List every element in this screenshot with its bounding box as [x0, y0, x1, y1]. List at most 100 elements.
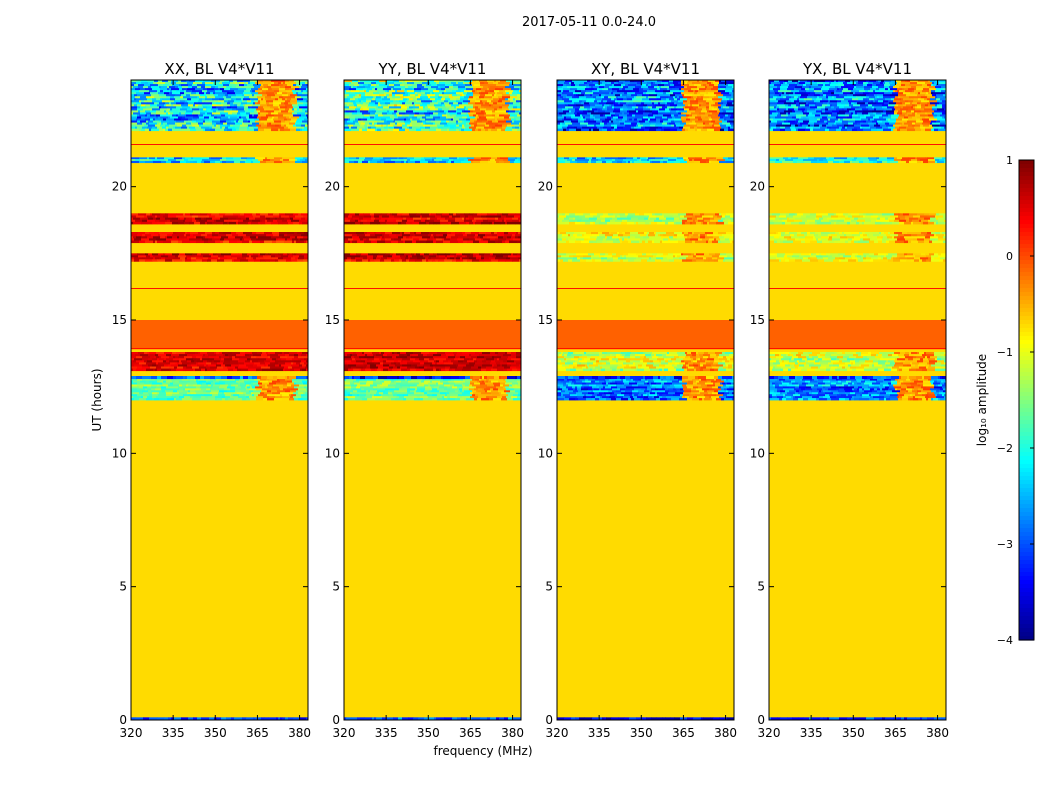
heatmap-cell	[133, 236, 137, 239]
heatmap-cell	[414, 215, 421, 218]
heatmap-cell	[161, 386, 167, 389]
heatmap-cell	[160, 236, 166, 239]
heatmap-cell	[147, 219, 156, 223]
heatmap-cell	[395, 257, 402, 260]
heatmap-cell	[193, 110, 201, 113]
heatmap-cell	[291, 102, 298, 105]
heatmap-cell	[168, 126, 174, 130]
heatmap-cell	[404, 253, 412, 256]
heatmap-cell	[213, 110, 217, 113]
heatmap-cell	[145, 232, 150, 235]
heatmap-cell	[436, 90, 440, 93]
heatmap-cell	[152, 394, 159, 397]
heatmap-cell	[494, 221, 501, 225]
heatmap-cell	[427, 238, 434, 241]
heatmap-cell	[284, 217, 291, 221]
heatmap-cell	[422, 82, 431, 85]
heatmap-cell	[190, 234, 194, 237]
heatmap-cell	[435, 366, 441, 369]
heatmap-cell	[144, 352, 148, 355]
heatmap-cell	[513, 98, 516, 101]
heatmap-cell	[131, 94, 135, 97]
heatmap-cell	[485, 390, 488, 393]
heatmap-cell	[492, 364, 495, 367]
heatmap-cell	[450, 253, 457, 256]
heatmap-cell	[458, 240, 464, 244]
heatmap-cell	[147, 114, 151, 117]
heatmap-cell	[283, 360, 291, 363]
heatmap-cell	[502, 94, 511, 97]
heatmap-cell	[166, 360, 170, 363]
heatmap-cell	[624, 382, 630, 385]
heatmap-cell	[296, 124, 302, 128]
heatmap-cell	[486, 386, 489, 389]
heatmap-cell	[582, 392, 589, 395]
heatmap-cell	[164, 104, 167, 107]
heatmap-cell	[294, 240, 297, 244]
heatmap-cell	[714, 388, 722, 391]
heatmap-cell	[479, 378, 482, 382]
heatmap-cell	[251, 88, 259, 91]
heatmap-cell	[163, 360, 167, 363]
heatmap-cell	[425, 257, 429, 260]
heatmap-cell	[598, 717, 603, 720]
heatmap-cell	[401, 257, 406, 260]
heatmap-cell	[433, 392, 441, 395]
heatmap-cell	[374, 213, 382, 216]
heatmap-cell	[281, 364, 286, 367]
heatmap-cell	[273, 100, 279, 103]
heatmap-cell	[267, 104, 274, 107]
heatmap-cell	[481, 366, 487, 369]
heatmap-cell	[258, 112, 261, 115]
heatmap-cell	[609, 378, 615, 382]
heatmap-cell	[242, 94, 245, 97]
heatmap-cell	[233, 98, 237, 101]
heatmap-cell	[355, 92, 360, 95]
heatmap-cell	[216, 219, 225, 223]
heatmap-cell	[469, 217, 475, 221]
heatmap-cell	[426, 240, 434, 244]
heatmap-cell	[447, 128, 450, 132]
heatmap-cell	[350, 118, 356, 121]
heatmap-cell	[565, 390, 574, 393]
heatmap-cell	[202, 82, 206, 85]
heatmap-cell	[588, 378, 596, 382]
heatmap-cell	[366, 394, 371, 397]
heatmap-cell	[449, 213, 454, 216]
heatmap-cell	[202, 100, 207, 103]
heatmap-cell	[202, 259, 208, 262]
heatmap-cell	[165, 390, 174, 393]
heatmap-cell	[721, 388, 725, 391]
heatmap-cell	[157, 122, 160, 125]
heatmap-cell	[373, 382, 377, 385]
heatmap-cell	[293, 114, 302, 117]
heatmap-cell	[245, 110, 252, 113]
heatmap-cell	[246, 392, 252, 395]
heatmap-cell	[469, 354, 472, 357]
heatmap-cell	[248, 368, 257, 372]
heatmap-cell	[131, 96, 136, 99]
heatmap-cell	[475, 234, 479, 237]
heatmap-cell	[352, 159, 360, 162]
heatmap-cell	[392, 92, 401, 95]
heatmap-cell	[421, 213, 430, 216]
heatmap-cell	[462, 392, 471, 395]
heatmap-cell	[429, 390, 432, 393]
heatmap-cell	[258, 80, 264, 83]
heatmap-cell	[203, 88, 208, 91]
heatmap-cell	[152, 100, 157, 103]
heatmap-cell	[446, 354, 455, 357]
heatmap-cell	[289, 88, 296, 91]
heatmap-cell	[502, 108, 510, 111]
heatmap-cell	[504, 717, 509, 720]
heatmap-cell	[398, 240, 404, 244]
heatmap-cell	[385, 102, 391, 105]
heatmap-cell	[161, 255, 169, 258]
heatmap-cell	[430, 159, 433, 162]
heatmap-cell	[139, 392, 144, 395]
heatmap-cell	[269, 122, 272, 125]
heatmap-cell	[301, 114, 307, 117]
heatmap-cell	[288, 112, 293, 115]
heatmap-cell	[427, 398, 433, 401]
heatmap-cell	[276, 238, 279, 241]
